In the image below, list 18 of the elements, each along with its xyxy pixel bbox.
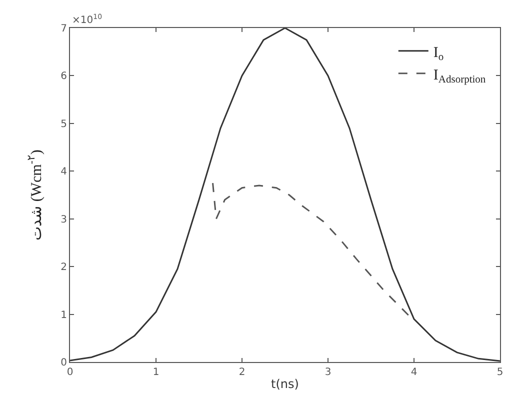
- y-tick-label: 4: [60, 166, 67, 178]
- y-tick-label: 6: [60, 71, 67, 82]
- y-tick-label: 5: [60, 118, 67, 130]
- x-tick-label: 2: [238, 367, 246, 378]
- x-tick-label: 3: [324, 367, 332, 378]
- y-tick-label: 1: [60, 310, 67, 321]
- x-tick-label: 5: [496, 367, 504, 378]
- text: ×10$^{10}$: [72, 13, 102, 26]
- legend-label: I$_{Adsorption}$: [433, 67, 486, 86]
- y-tick-label: 0: [60, 358, 67, 368]
- x-tick-label: 4: [410, 367, 418, 378]
- y-tick-label: 2: [60, 262, 67, 274]
- y-tick-label: 3: [60, 214, 67, 226]
- legend-label: I$_{o}$: [433, 44, 444, 63]
- y-tick-label: 7: [60, 24, 67, 34]
- line-series: [70, 28, 500, 362]
- x-tick-label: 1: [152, 367, 160, 378]
- x-axis-title: t(ns): [271, 376, 299, 391]
